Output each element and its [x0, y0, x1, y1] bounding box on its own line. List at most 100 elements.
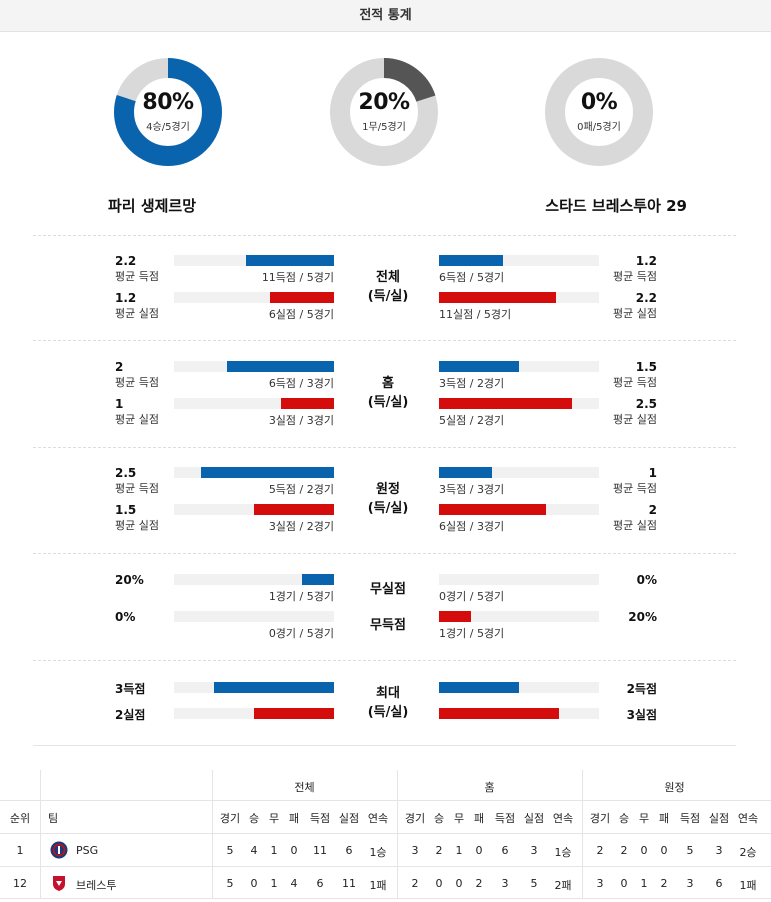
table-col-border — [397, 770, 398, 898]
home-stat-bar — [270, 292, 334, 303]
table-cell: 1 — [640, 877, 648, 890]
away-stat-label: 평균 득점 — [613, 482, 657, 495]
table-cell: 4 — [290, 877, 298, 890]
home-win-rate-donut: 80% 4승/5경기 — [114, 58, 222, 166]
home-clean-sheet-value: 20% — [115, 573, 144, 587]
table-cell: 11 — [342, 877, 356, 890]
table-subcol-header: 무 — [268, 812, 280, 825]
table-group-away: 원정 — [664, 781, 685, 794]
table-cell: 0 — [455, 877, 463, 890]
home-bar-text: 6득점 / 3경기 — [268, 377, 334, 390]
donut-percent: 80% — [142, 90, 194, 115]
section-center-label: 홈 (득/실) — [358, 374, 418, 412]
home-bar-text: 6실점 / 5경기 — [268, 308, 334, 321]
table-subcol-header: 패 — [473, 812, 485, 825]
away-stat-label: 평균 득점 — [613, 270, 657, 283]
home-stat-label: 평균 실점 — [115, 519, 159, 532]
home-bar-text: 5득점 / 2경기 — [268, 483, 334, 496]
table-cell: 6 — [715, 877, 723, 890]
table-cell: 6 — [316, 877, 324, 890]
table-cell: 2 — [596, 844, 604, 857]
table-cell: 0 — [660, 844, 668, 857]
divider — [33, 235, 736, 236]
divider — [33, 660, 736, 661]
table-subcol-header: 연속 — [367, 812, 389, 825]
table-cell: 5 — [226, 844, 234, 857]
max-label-line2: (득/실) — [367, 705, 409, 720]
table-cell: 1승 — [554, 846, 572, 859]
bar-track — [439, 467, 599, 478]
table-cell: 1 — [270, 844, 278, 857]
away-stat-label: 평균 실점 — [613, 307, 657, 320]
away-no-score-value: 20% — [628, 610, 657, 624]
table-cell: 3 — [530, 844, 538, 857]
table-border — [0, 800, 771, 801]
home-stat-label: 평균 득점 — [115, 482, 159, 495]
table-cell: 0 — [640, 844, 648, 857]
away-stat-bar — [439, 398, 572, 409]
away-stat-bar — [439, 504, 546, 515]
table-subcol-header: 승 — [433, 812, 445, 825]
home-stat-value: 1.5 — [115, 503, 137, 517]
home-stat-value: 2 — [115, 360, 124, 374]
bar-track — [439, 574, 599, 585]
table-team-name[interactable]: PSG — [76, 844, 99, 857]
table-cell: 3 — [501, 877, 509, 890]
away-bar-text: 6실점 / 3경기 — [439, 520, 505, 533]
away-stat-value: 2.5 — [635, 397, 657, 411]
home-stat-label: 평균 득점 — [115, 376, 159, 389]
home-stat-value: 2.5 — [115, 466, 137, 480]
home-stat-bar — [281, 398, 334, 409]
away-team-name: 스타드 브레스투아 29 — [545, 197, 687, 215]
home-bar-text: 11득점 / 5경기 — [261, 271, 334, 284]
home-stat-bar — [227, 361, 334, 372]
table-subcol-header: 패 — [288, 812, 300, 825]
bar-track — [439, 255, 599, 266]
table-subcol-header: 득점 — [679, 812, 701, 825]
away-stat-label: 평균 득점 — [613, 376, 657, 389]
away-stat-bar — [439, 292, 556, 303]
bar-track — [439, 682, 599, 693]
table-cell: 3 — [411, 844, 419, 857]
table-team-name[interactable]: 브레스투 — [76, 879, 117, 892]
table-cell: 0 — [620, 877, 628, 890]
divider — [33, 447, 736, 448]
table-col-border — [582, 770, 583, 898]
home-stat-value: 1 — [115, 397, 124, 411]
table-cell: 3 — [686, 877, 694, 890]
donut-caption: 4승/5경기 — [146, 122, 190, 133]
donut-ring — [545, 58, 653, 166]
table-cell: 2승 — [739, 846, 757, 859]
table-cell: 11 — [313, 844, 327, 857]
donut-ring — [114, 58, 222, 166]
divider — [33, 340, 736, 341]
section-center-label: 원정 (득/실) — [358, 480, 418, 518]
away-max-scored-bar — [439, 682, 519, 693]
table-cell: 1 — [455, 844, 463, 857]
center-label-line: 전체 — [376, 270, 400, 285]
home-max-scored-value: 3득점 — [115, 682, 146, 696]
page-title: 전적 통계 — [0, 0, 771, 32]
away-stat-value: 2.2 — [635, 291, 657, 305]
table-cell: 3 — [715, 844, 723, 857]
table-cell: 0 — [290, 844, 298, 857]
home-stat-bar — [201, 467, 334, 478]
table-cell: 2 — [620, 844, 628, 857]
away-stat-value: 2 — [648, 503, 657, 517]
home-team-name: 파리 생제르망 — [108, 197, 197, 215]
table-subcol-header: 무 — [453, 812, 465, 825]
table-rank: 1 — [16, 844, 24, 857]
away-bar-text: 3득점 / 2경기 — [439, 377, 505, 390]
away-bar-text: 11실점 / 5경기 — [439, 308, 512, 321]
table-cell: 2 — [411, 877, 419, 890]
table-subcol-header: 실점 — [523, 812, 545, 825]
away-max-conceded-bar — [439, 708, 559, 719]
table-cell: 0 — [250, 877, 258, 890]
away-max-conceded-value: 3실점 — [626, 708, 657, 722]
away-stat-value: 1 — [648, 466, 657, 480]
table-cell: 5 — [530, 877, 538, 890]
away-stat-bar — [439, 467, 492, 478]
brest-logo-icon — [50, 874, 68, 892]
table-subcol-header: 연속 — [552, 812, 574, 825]
table-border — [0, 866, 771, 867]
